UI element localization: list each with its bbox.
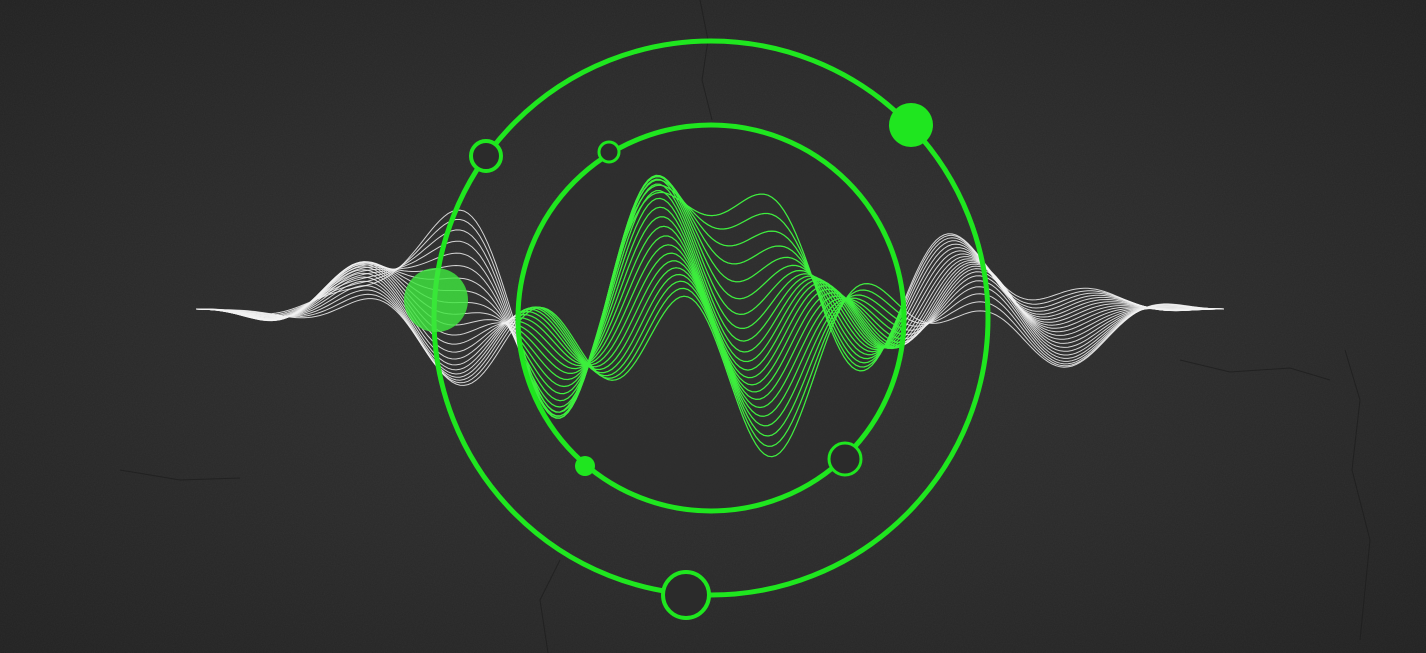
hollow-planet-inner-right: [827, 441, 863, 477]
wave-line-green: [519, 191, 903, 413]
wave-line-green: [519, 183, 903, 402]
wave-line-green: [519, 197, 903, 388]
wave-line-green: [519, 189, 903, 395]
inner-orbit-ring: [515, 122, 907, 514]
wave-line-green: [519, 176, 903, 419]
wave-line-green: [519, 273, 903, 427]
wave-line-green: [519, 282, 903, 458]
wave-line-green: [519, 287, 903, 447]
solid-planet-top-right: [889, 103, 933, 147]
background-cracks: [119, 0, 1371, 653]
wave-lines-green: [519, 174, 903, 458]
wave-line-green: [519, 179, 903, 419]
wave-line-green: [519, 216, 903, 375]
wave-line-green: [519, 280, 903, 437]
wave-line-green: [519, 178, 903, 408]
wave-line-green: [519, 206, 903, 381]
wave-line-green: [519, 225, 903, 379]
hollow-planet-bottom: [661, 570, 711, 620]
wave-line-green: [519, 175, 903, 413]
wave-line-green: [519, 174, 903, 417]
wave-line-green: [519, 184, 903, 417]
hollow-planet-top-left: [469, 139, 503, 173]
small-hollow-planet-inner: [597, 140, 621, 164]
small-solid-planet-inner: [575, 456, 595, 476]
large-translucent-planet: [404, 268, 468, 332]
